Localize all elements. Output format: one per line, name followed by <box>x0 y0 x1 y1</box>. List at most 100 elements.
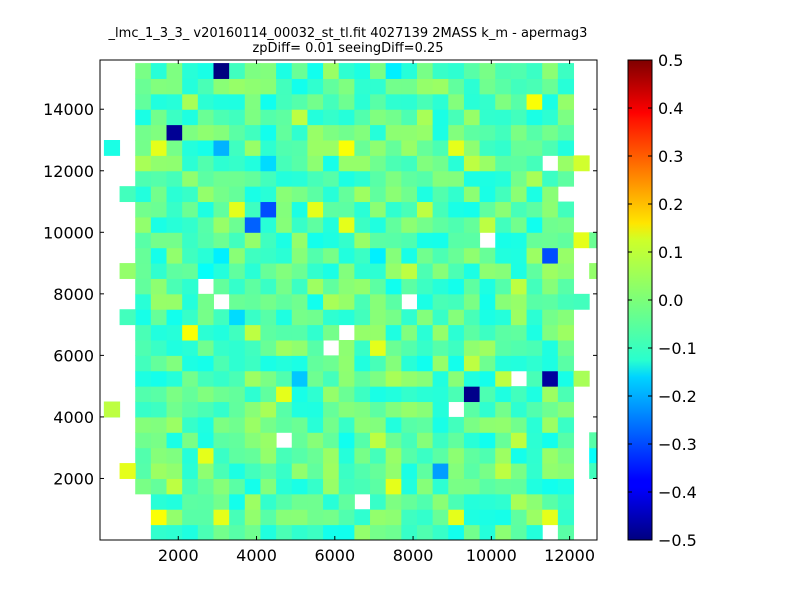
heatmap-cell <box>385 232 402 249</box>
heatmap-cell <box>463 186 481 203</box>
heatmap-cell <box>260 432 277 449</box>
heatmap-cell <box>448 293 465 310</box>
heatmap-cell <box>276 355 293 372</box>
heatmap-cell <box>416 370 434 387</box>
heatmap-cell <box>495 155 512 172</box>
heatmap-cell <box>166 155 183 172</box>
heatmap-cell <box>338 463 355 479</box>
heatmap-cell <box>542 232 559 249</box>
heatmap-cell <box>385 216 402 233</box>
heatmap-cell <box>229 401 246 418</box>
heatmap-cell <box>244 263 261 279</box>
heatmap-cell <box>197 370 214 387</box>
heatmap-cell <box>276 447 293 464</box>
heatmap-cell <box>197 293 214 310</box>
heatmap-cell <box>260 263 277 279</box>
heatmap-cell <box>479 478 496 495</box>
heatmap-cell <box>323 370 340 387</box>
heatmap-cell <box>307 370 324 387</box>
heatmap-cell <box>416 232 434 249</box>
heatmap-cell <box>135 109 152 126</box>
heatmap-cell <box>135 355 152 372</box>
heatmap-cell <box>323 140 340 156</box>
heatmap-cell <box>244 463 261 479</box>
heatmap-cell <box>182 509 199 526</box>
heatmap-cell <box>150 201 168 218</box>
heatmap-cell <box>354 463 371 479</box>
heatmap-cell <box>432 463 449 479</box>
heatmap-cell <box>479 370 496 387</box>
heatmap-cell <box>557 447 575 464</box>
heatmap-cell <box>276 309 293 326</box>
heatmap-cell <box>291 416 308 433</box>
heatmap-cell <box>338 432 355 449</box>
heatmap-cell <box>354 370 371 387</box>
heatmap-cell <box>166 140 183 156</box>
heatmap-cell <box>432 340 449 356</box>
heatmap-cell <box>510 78 528 95</box>
heatmap-cell <box>276 186 293 203</box>
heatmap-cell <box>307 493 324 510</box>
heatmap-cell <box>401 216 418 233</box>
heatmap-cell <box>416 186 434 203</box>
heatmap-cell <box>338 493 355 510</box>
heatmap-cell <box>150 432 168 449</box>
heatmap-cell <box>370 324 387 341</box>
heatmap-cell <box>542 170 559 187</box>
heatmap-cell <box>479 201 496 218</box>
heatmap-cell <box>354 78 371 95</box>
heatmap-cell <box>307 78 324 95</box>
heatmap-cell <box>260 401 277 418</box>
heatmap-cell <box>260 170 277 187</box>
colorbar-axis: 0.5 0.4 0.3 0.2 0.1 0.0 −0.1 −0.2 −0.3 −0.4 −0.5 <box>628 51 697 550</box>
heatmap-cell <box>213 78 230 95</box>
heatmap-cell <box>150 293 168 310</box>
heatmap-cell <box>510 155 528 172</box>
heatmap-cell <box>495 124 512 141</box>
heatmap-cell <box>401 447 418 464</box>
heatmap-cell <box>448 278 465 295</box>
heatmap-cell <box>448 386 465 403</box>
heatmap-cell <box>448 463 465 479</box>
heatmap-cell <box>526 63 543 79</box>
heatmap-cell <box>213 63 230 79</box>
heatmap-cell <box>385 478 402 495</box>
heatmap-cell <box>229 155 246 172</box>
heatmap-cell <box>463 140 481 156</box>
heatmap-cell <box>354 247 371 264</box>
heatmap-cell <box>260 416 277 433</box>
heatmap-cell <box>182 447 199 464</box>
heatmap-cell <box>479 524 496 540</box>
heatmap-cell <box>260 63 277 79</box>
heatmap-cell <box>432 324 449 341</box>
heatmap-cell <box>557 432 575 449</box>
heatmap-cell <box>526 124 543 141</box>
heatmap-cell <box>557 416 575 433</box>
heatmap-cell <box>416 493 434 510</box>
heatmap-cell <box>213 509 230 526</box>
heatmap-cell <box>432 416 449 433</box>
heatmap-cell <box>370 463 387 479</box>
heatmap-cell <box>416 324 434 341</box>
heatmap-cell <box>370 432 387 449</box>
heatmap-cell <box>291 170 308 187</box>
heatmap-cell <box>557 93 575 110</box>
heatmap-cell <box>213 447 230 464</box>
heatmap-cell <box>323 293 340 310</box>
heatmap-cell <box>542 386 559 403</box>
heatmap-cell <box>338 201 355 218</box>
heatmap-cell <box>463 216 481 233</box>
heatmap-cell <box>510 509 528 526</box>
heatmap-cell <box>166 370 183 387</box>
heatmap-cell <box>463 370 481 387</box>
heatmap-cell <box>103 140 121 156</box>
heatmap-cell <box>526 247 543 264</box>
heatmap-cell <box>354 186 371 203</box>
heatmap-cell <box>150 524 168 540</box>
heatmap-cell <box>370 278 387 295</box>
heatmap-cell <box>526 232 543 249</box>
heatmap-cell <box>542 309 559 326</box>
heatmap-cell <box>276 93 293 110</box>
heatmap-cell <box>229 232 246 249</box>
heatmap-cell <box>213 155 230 172</box>
